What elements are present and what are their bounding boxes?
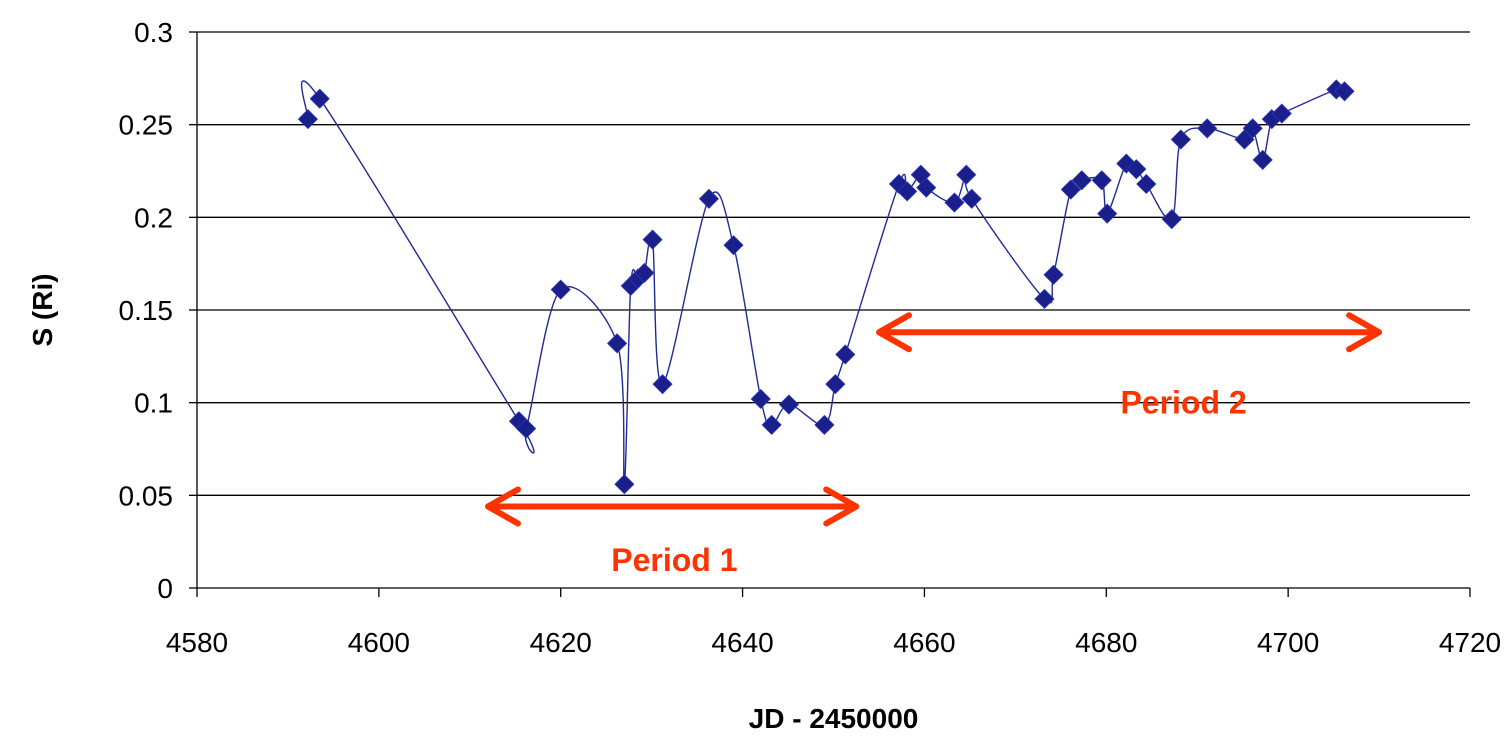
x-tick-label: 4680	[1075, 627, 1137, 658]
y-tick-label: 0.25	[119, 110, 174, 141]
data-point	[1043, 264, 1064, 285]
y-tick-label: 0.05	[119, 480, 174, 511]
y-tick-label: 0	[157, 573, 173, 604]
period-arrow-head-left	[484, 486, 521, 527]
data-point	[835, 344, 856, 365]
x-tick-label: 4660	[893, 627, 955, 658]
data-point	[1060, 179, 1081, 200]
period-annotation: Period 2	[875, 312, 1383, 421]
period-annotation: Period 1	[484, 486, 860, 578]
data-point	[961, 188, 982, 209]
data-point	[1242, 118, 1263, 139]
data-point	[1091, 170, 1112, 191]
data-point	[1071, 170, 1092, 191]
data-point	[550, 279, 571, 300]
data-point	[1034, 288, 1055, 309]
axes: 0 0.05 0.1 0.15 0.2 0.25 0.3 4580 4600 4620 4640 46…	[119, 17, 1502, 658]
data-point	[825, 374, 846, 395]
period-arrow-head-left	[875, 312, 912, 353]
data-point	[698, 188, 719, 209]
data-point	[309, 88, 330, 109]
period-arrow-head-right	[823, 486, 860, 527]
data-point	[1271, 103, 1292, 124]
data-point	[614, 474, 635, 495]
data-series	[297, 79, 1355, 495]
y-tick-label: 0.1	[134, 388, 173, 419]
data-point	[761, 414, 782, 435]
data-point	[750, 388, 771, 410]
y-tick-label: 0.2	[134, 202, 173, 233]
data-point	[1252, 149, 1273, 170]
x-axis-title: JD - 2450000	[749, 703, 919, 734]
data-point	[1116, 153, 1137, 174]
x-tick-label: 4580	[166, 627, 228, 658]
data-point	[297, 109, 318, 130]
data-point	[723, 235, 744, 256]
y-tick-label: 0.15	[119, 295, 174, 326]
data-point	[944, 192, 965, 213]
x-tick-label: 4600	[348, 627, 410, 658]
y-axis-title: S (Ri)	[27, 273, 58, 346]
x-tick-label: 4640	[711, 627, 773, 658]
data-point	[642, 229, 663, 250]
data-point	[956, 164, 977, 185]
gridlines	[197, 31, 1470, 496]
data-point	[516, 418, 537, 439]
period-label: Period 2	[1120, 385, 1246, 421]
data-point	[607, 333, 628, 354]
data-point	[634, 262, 655, 283]
data-point	[1197, 118, 1218, 139]
data-point	[1170, 129, 1191, 150]
period-arrow-head-right	[1346, 312, 1383, 353]
annotations: Period 1 Period 2	[484, 312, 1383, 578]
data-point	[1136, 173, 1157, 195]
x-tick-label: 4720	[1439, 627, 1501, 658]
data-point	[652, 374, 673, 395]
data-point	[916, 177, 937, 198]
data-point	[1126, 159, 1147, 180]
data-point	[1161, 209, 1182, 230]
data-point	[897, 181, 918, 202]
series-line	[300, 80, 1345, 485]
data-point	[1334, 81, 1355, 102]
data-point	[778, 394, 800, 415]
y-tick-label: 0.3	[134, 17, 173, 48]
data-point	[1097, 203, 1118, 224]
x-tick-label: 4620	[530, 627, 592, 658]
x-tick-label: 4700	[1257, 627, 1319, 658]
data-point	[888, 173, 910, 195]
data-point	[814, 414, 835, 435]
period-label: Period 1	[611, 542, 737, 578]
